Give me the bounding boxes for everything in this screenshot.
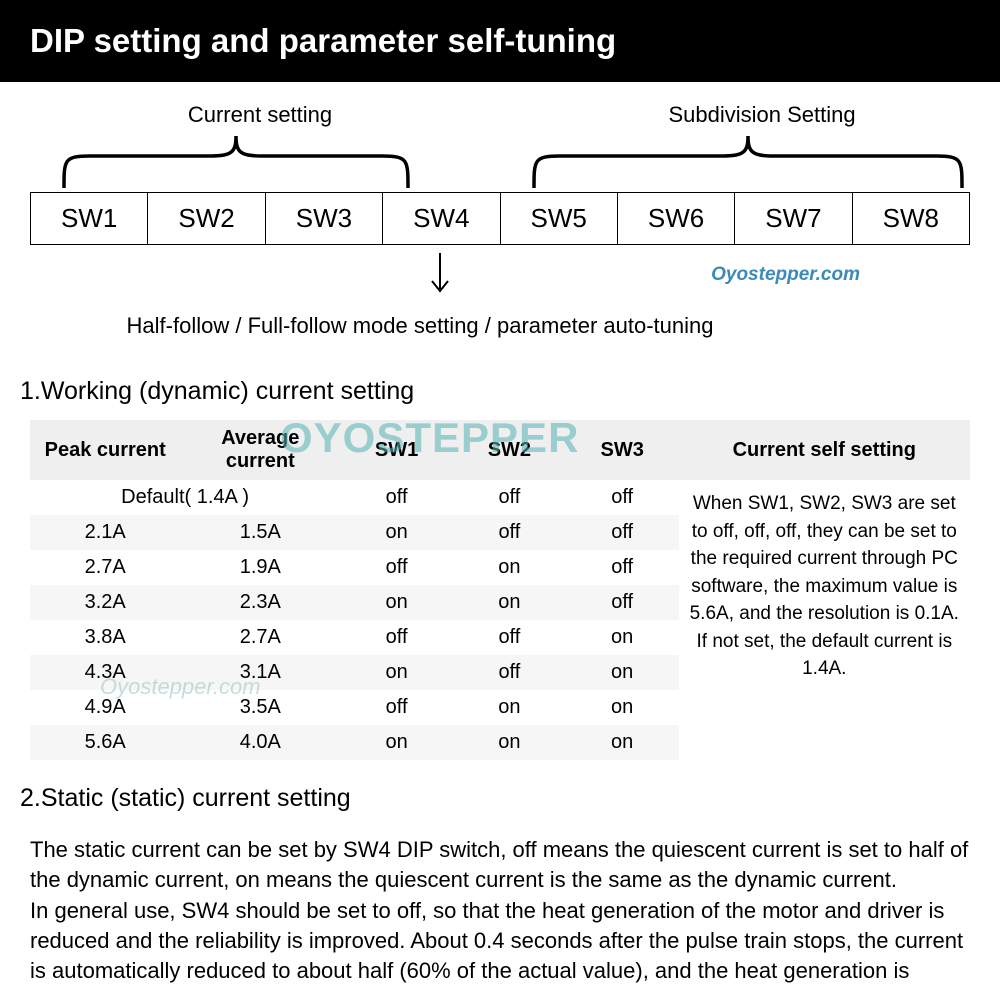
col-avg: Average current <box>180 420 340 480</box>
sw-cell: SW7 <box>735 193 852 244</box>
sw4-caption: Half-follow / Full-follow mode setting /… <box>30 313 970 339</box>
cell: off <box>453 515 566 550</box>
cell: on <box>340 725 453 760</box>
section2-title: 2.Static (static) current setting <box>0 760 1000 827</box>
section1-title: 1.Working (dynamic) current setting <box>0 367 1000 420</box>
cell: off <box>566 515 679 550</box>
cell: off <box>340 480 453 515</box>
default-label: Default( 1.4A ) <box>30 480 340 515</box>
cell: on <box>340 655 453 690</box>
bracket-label-current: Current setting <box>90 102 430 128</box>
bracket-row: Current setting Subdivision Setting <box>30 102 970 192</box>
cell: on <box>566 690 679 725</box>
sw-cell: SW8 <box>853 193 969 244</box>
sw-cell: SW3 <box>266 193 383 244</box>
cell: 3.8A <box>30 620 180 655</box>
dip-diagram: Current setting Subdivision Setting SW1 … <box>0 82 1000 367</box>
cell: off <box>340 690 453 725</box>
cell: 4.9A <box>30 690 180 725</box>
col-sw3: SW3 <box>566 420 679 480</box>
cell: off <box>566 585 679 620</box>
col-sw2: SW2 <box>453 420 566 480</box>
cell: on <box>453 585 566 620</box>
switch-row: SW1 SW2 SW3 SW4 SW5 SW6 SW7 SW8 <box>30 192 970 245</box>
page-title: DIP setting and parameter self-tuning <box>30 22 616 59</box>
cell: on <box>453 690 566 725</box>
cell: 4.0A <box>180 725 340 760</box>
cell: 4.3A <box>30 655 180 690</box>
cell: 1.9A <box>180 550 340 585</box>
sw-cell: SW6 <box>618 193 735 244</box>
sw-cell: SW4 <box>383 193 500 244</box>
col-peak: Peak current <box>30 420 180 480</box>
cell: on <box>340 515 453 550</box>
cell: 2.1A <box>30 515 180 550</box>
bracket-left-icon <box>60 130 412 190</box>
current-table-wrap: OYOSTEPPER Oyostepper.com Peak current A… <box>0 420 1000 760</box>
cell: on <box>340 585 453 620</box>
cell: on <box>453 550 566 585</box>
cell: 5.6A <box>30 725 180 760</box>
col-sw1: SW1 <box>340 420 453 480</box>
cell: 2.3A <box>180 585 340 620</box>
cell: off <box>453 655 566 690</box>
cell: 2.7A <box>30 550 180 585</box>
table-row: Default( 1.4A ) off off off When SW1, SW… <box>30 480 970 515</box>
col-self: Current self setting <box>679 420 970 480</box>
cell: 3.1A <box>180 655 340 690</box>
cell: off <box>453 620 566 655</box>
cell: off <box>340 620 453 655</box>
cell: off <box>340 550 453 585</box>
cell: on <box>453 725 566 760</box>
cell: on <box>566 655 679 690</box>
sw-cell: SW1 <box>31 193 148 244</box>
cell: 3.5A <box>180 690 340 725</box>
sw-cell: SW2 <box>148 193 265 244</box>
current-settings-table: Peak current Average current SW1 SW2 SW3… <box>30 420 970 760</box>
page-header: DIP setting and parameter self-tuning <box>0 0 1000 82</box>
table-header-row: Peak current Average current SW1 SW2 SW3… <box>30 420 970 480</box>
watermark-text: Oyostepper.com <box>711 264 860 286</box>
cell: 3.2A <box>30 585 180 620</box>
cell: on <box>566 725 679 760</box>
cell: on <box>566 620 679 655</box>
bracket-right-icon <box>530 130 966 190</box>
cell: off <box>566 550 679 585</box>
self-setting-text: When SW1, SW2, SW3 are set to off, off, … <box>679 480 970 760</box>
cell: off <box>566 480 679 515</box>
cell: 1.5A <box>180 515 340 550</box>
cell: 2.7A <box>180 620 340 655</box>
sw-cell: SW5 <box>501 193 618 244</box>
cell: off <box>453 480 566 515</box>
section2-paragraph: The static current can be set by SW4 DIP… <box>0 827 1000 987</box>
bracket-label-subdivision: Subdivision Setting <box>560 102 964 128</box>
